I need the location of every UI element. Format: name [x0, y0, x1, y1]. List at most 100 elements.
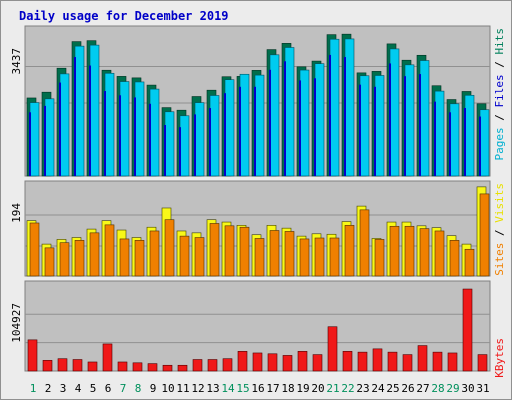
sites-bar [284, 231, 295, 277]
kbytes-bar [102, 343, 113, 372]
legend-hits: Pages / Files / Hits [493, 28, 506, 161]
x-tick-label: 17 [266, 382, 279, 395]
sites-bar [389, 225, 400, 277]
pages-bar [194, 102, 205, 177]
pages-bar [314, 63, 325, 177]
sites-bar [254, 238, 265, 277]
pages-bar [179, 115, 190, 177]
kbytes-bar [237, 351, 248, 372]
kbytes-bar [282, 355, 293, 372]
sites-bar [359, 209, 370, 277]
x-tick-label: 8 [135, 382, 142, 395]
kbytes-bar [42, 360, 53, 372]
sites-bar [149, 230, 160, 277]
sites-bar [449, 240, 460, 277]
kbytes-bar [357, 351, 368, 372]
kbytes-bar [402, 354, 413, 372]
legend-kbytes: KBytes [493, 338, 506, 378]
kbytes-bar [372, 348, 383, 372]
x-tick-label: 27 [416, 382, 429, 395]
pages-bar [284, 47, 295, 177]
x-tick-label: 1 [30, 382, 37, 395]
sites-bar [419, 228, 430, 277]
kbytes-bar [147, 363, 158, 372]
pages-bar [59, 73, 70, 177]
sites-bar [29, 222, 40, 277]
kbytes-bar [342, 351, 353, 372]
pages-bar [119, 81, 130, 177]
kbytes-bar [267, 353, 278, 372]
kbytes-bar [477, 354, 488, 372]
kbytes-bar [162, 364, 173, 372]
pages-bar [74, 45, 85, 177]
kbytes-bar [432, 351, 443, 372]
sites-bar [179, 235, 190, 277]
pages-bar [299, 69, 310, 177]
pages-bar [434, 90, 445, 177]
kbytes-bar [207, 359, 218, 372]
x-tick-label: 20 [311, 382, 324, 395]
pages-bar [149, 88, 160, 177]
x-tick-label: 15 [236, 382, 249, 395]
kbytes-bar [27, 339, 38, 372]
sites-bar [314, 237, 325, 277]
sites-bar [299, 238, 310, 277]
kbytes-bar [72, 359, 83, 372]
pages-bar [404, 64, 415, 177]
pages-bar [29, 102, 40, 177]
sites-bar [344, 225, 355, 277]
kbytes-bar [387, 351, 398, 372]
x-tick-label: 11 [176, 382, 189, 395]
sites-bar [269, 230, 280, 277]
sites-bar [479, 193, 490, 277]
pages-bar [449, 103, 460, 177]
legend-visits: Sites / Visits [493, 183, 506, 276]
x-tick-label: 29 [446, 382, 459, 395]
sites-bar [164, 219, 175, 277]
pages-bar [464, 94, 475, 177]
pages-bar [329, 38, 340, 177]
sites-bar [104, 224, 115, 277]
sites-bar [89, 232, 100, 277]
pages-bar [359, 75, 370, 177]
x-tick-label: 21 [326, 382, 339, 395]
sites-bar [74, 240, 85, 277]
kbytes-bar [87, 361, 98, 372]
sites-bar [329, 237, 340, 277]
sites-bar [119, 238, 130, 277]
pages-bar [134, 81, 145, 177]
x-tick-label: 6 [105, 382, 112, 395]
chart-title: Daily usage for December 2019 [19, 9, 229, 23]
pages-bar [374, 75, 385, 177]
sites-bar [224, 225, 235, 277]
x-tick-label: 30 [461, 382, 474, 395]
kbytes-bar [327, 326, 338, 372]
sites-bar [59, 242, 70, 277]
pages-bar [344, 38, 355, 177]
sites-bar [44, 247, 55, 277]
x-tick-label: 10 [161, 382, 174, 395]
x-tick-label: 28 [431, 382, 444, 395]
kbytes-bar [57, 358, 68, 372]
pages-bar [239, 73, 250, 177]
pages-bar [254, 74, 265, 177]
x-tick-label: 16 [251, 382, 264, 395]
pages-bar [209, 95, 220, 177]
x-tick-label: 18 [281, 382, 294, 395]
sites-bar [134, 240, 145, 277]
sites-bar [194, 237, 205, 277]
x-tick-label: 13 [206, 382, 219, 395]
x-tick-label: 9 [150, 382, 157, 395]
x-tick-label: 19 [296, 382, 309, 395]
panel-max-label: 104927 [10, 303, 23, 343]
x-tick-label: 25 [386, 382, 399, 395]
kbytes-bar [177, 364, 188, 372]
sites-bar [464, 248, 475, 277]
pages-bar [164, 111, 175, 177]
kbytes-bar [417, 345, 428, 372]
kbytes-bar [252, 352, 263, 372]
pages-bar [419, 60, 430, 177]
sites-bar [404, 225, 415, 277]
x-tick-label: 5 [90, 382, 97, 395]
kbytes-bar [312, 354, 323, 372]
